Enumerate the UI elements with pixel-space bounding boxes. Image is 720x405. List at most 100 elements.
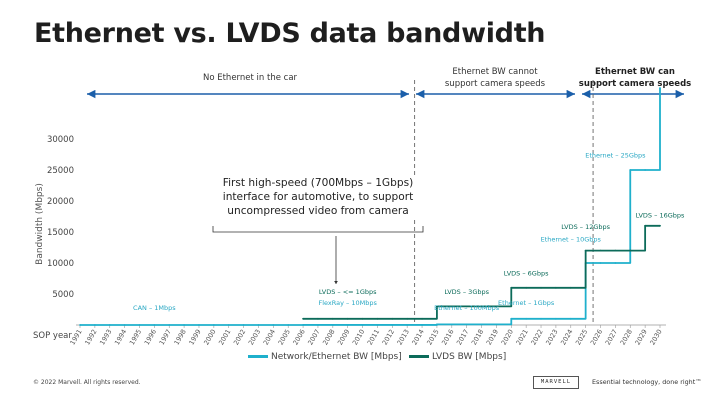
data-annotation: LVDS – <= 1Gbps [319,288,377,296]
x-tick-label: 2009 [336,328,351,347]
zone-label-line1: No Ethernet in the car [202,73,298,83]
legend-swatch-ethernet [248,355,268,358]
ethernet-point [391,324,394,326]
data-annotation: CAN – 1Mbps [133,304,176,312]
lvds-point [525,286,528,289]
x-tick-label: 2029 [634,328,649,347]
ethernet-point [317,324,319,326]
x-tick-label: 2007 [306,328,321,347]
ethernet-point [198,324,200,326]
lvds-point [495,305,498,308]
x-tick-label: 2021 [515,328,530,347]
ethernet-point [361,324,364,326]
ethernet-point [168,324,171,326]
ethernet-point [93,324,96,326]
ethernet-point [644,169,647,171]
lvds-point [599,249,602,252]
y-axis-title: Bandwidth (Mbps) [35,183,45,265]
x-tick-label: 2017 [455,328,470,347]
ethernet-point [138,324,141,326]
ethernet-point [153,324,156,326]
data-annotation: LVDS – 3Gbps [444,288,489,296]
ethernet-point [346,324,349,326]
lvds-point [331,317,334,320]
data-annotation: LVDS – 6Gbps [504,269,549,277]
copyright-text: © 2022 Marvell. All rights reserved. [33,379,141,386]
lvds-point [480,305,483,308]
ethernet-point [183,324,186,326]
x-tick-label: 2011 [366,328,381,347]
zone-label-ethernet-can: Ethernet BW can support camera speeds [575,66,695,90]
lvds-point [436,305,438,308]
zone-label-line2: support camera speeds [444,79,546,89]
lvds-point [584,249,587,252]
lvds-point [644,224,647,227]
x-tick-label: 2016 [440,328,455,347]
x-tick-label: 2027 [604,328,619,347]
data-annotation: LVDS – 16Gbps [636,212,685,220]
ethernet-point [242,324,245,326]
tagline-text: Essential technology, done right™ [592,378,702,386]
x-tick-label: 2002 [232,328,247,347]
y-tick-label: 20000 [47,197,74,207]
zone-label-line1: Ethernet BW cannot [452,67,538,77]
ethernet-point [79,324,81,326]
x-tick-label: 1998 [173,328,188,347]
lvds-point [361,317,364,320]
x-tick-label: 2020 [500,328,515,347]
legend-ethernet: Network/Ethernet BW [Mbps] [248,352,402,362]
x-tick-label: 1995 [128,328,143,347]
legend-label-ethernet: Network/Ethernet BW [Mbps] [271,352,402,362]
x-tick-label: 2003 [247,328,262,347]
x-tick-label: 2013 [396,328,411,347]
zone-label-no-ethernet: No Ethernet in the car [140,72,360,84]
ethernet-point [331,324,334,326]
ethernet-point [480,323,483,326]
y-tick-label: 5000 [52,290,74,300]
x-tick-label: 1993 [98,328,113,347]
lvds-point [406,317,409,320]
slide-title: Ethernet vs. LVDS data bandwidth [34,18,546,49]
x-tick-label: 2019 [485,328,500,347]
x-axis-title: SOP year [33,331,72,341]
lvds-point [450,305,453,308]
lvds-callout: First high-speed (700Mbps – 1Gbps) inter… [213,176,423,218]
y-tick-label: 25000 [47,166,74,176]
ethernet-point [272,324,275,326]
lvds-point [569,286,572,289]
x-tick-label: 1996 [143,328,158,347]
x-tick-label: 2015 [425,328,440,347]
ethernet-point [569,317,572,320]
lvds-point [540,286,542,289]
zone-label-ethernet-cannot: Ethernet BW cannot support camera speeds [420,66,570,90]
ethernet-point [227,324,230,326]
ethernet-point [287,324,290,326]
ethernet-point [376,324,379,326]
x-tick-label: 1994 [113,328,128,347]
y-tick-label: 15000 [47,228,74,238]
ethernet-point [123,324,126,326]
x-tick-label: 2026 [589,328,604,347]
ethernet-point [510,317,513,320]
ethernet-point [212,324,215,326]
x-tick-label: 2022 [529,328,544,347]
lvds-point [302,317,304,320]
zone-label-line1: Ethernet BW can [595,67,675,77]
ethernet-point [108,324,111,326]
lvds-point [421,317,423,320]
ethernet-point [436,323,438,326]
legend-swatch-lvds [409,355,429,358]
x-tick-label: 2023 [544,328,559,347]
ethernet-point [465,323,468,326]
x-tick-label: 2028 [619,328,634,347]
x-tick-label: 2024 [559,328,574,347]
ethernet-point [525,317,528,320]
ethernet-point [540,317,542,320]
x-tick-label: 2001 [217,328,232,347]
ethernet-point [554,317,557,320]
y-tick-label: 30000 [47,135,74,145]
ethernet-point [629,169,632,171]
lvds-point [346,317,349,320]
lvds-point [554,286,557,289]
x-tick-label: 2000 [202,328,217,347]
